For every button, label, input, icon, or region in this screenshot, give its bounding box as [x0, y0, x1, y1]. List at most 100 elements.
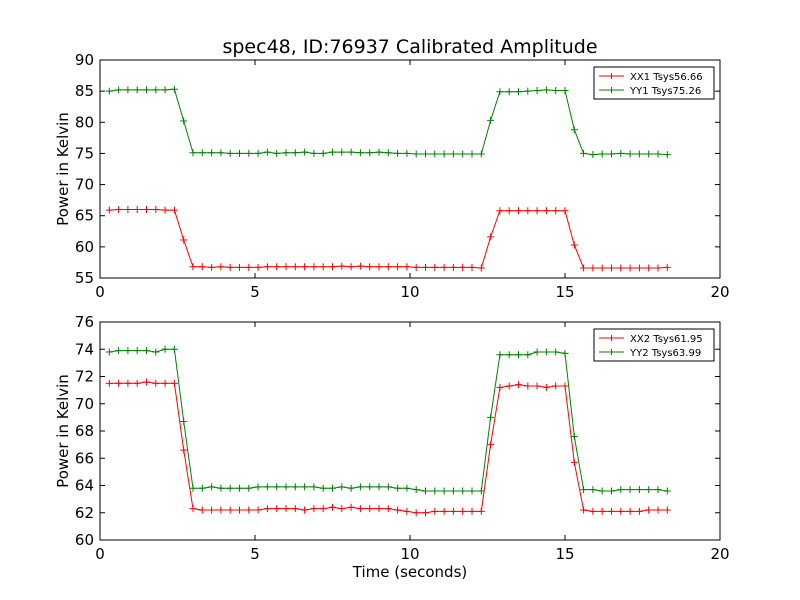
data-point — [105, 206, 113, 214]
data-point — [226, 484, 234, 492]
data-point — [505, 88, 513, 96]
data-point — [580, 264, 588, 272]
y-tick-label: 76 — [75, 313, 94, 331]
data-point — [598, 487, 606, 495]
y-tick-label: 70 — [75, 395, 94, 413]
data-point — [663, 487, 671, 495]
data-point — [263, 483, 271, 491]
x-tick-label: 0 — [95, 545, 105, 563]
data-point — [282, 505, 290, 513]
data-point — [598, 507, 606, 515]
data-point — [431, 507, 439, 515]
data-point — [329, 148, 336, 156]
data-point — [412, 509, 420, 517]
data-point — [208, 483, 216, 491]
data-point — [505, 207, 513, 215]
data-point — [301, 483, 309, 491]
data-point — [152, 348, 160, 356]
data-point — [626, 150, 634, 158]
data-point — [356, 262, 364, 270]
data-point — [310, 483, 318, 491]
data-point — [273, 263, 281, 271]
data-point — [170, 345, 178, 353]
data-point — [366, 505, 374, 513]
series-line — [109, 88, 668, 156]
data-point — [422, 509, 429, 517]
x-tick-label: 10 — [400, 283, 419, 301]
legend-label: XX2 Tsys61.95 — [630, 334, 703, 345]
data-point — [608, 150, 615, 158]
data-point — [580, 149, 588, 157]
data-point — [496, 351, 504, 359]
data-point — [375, 263, 383, 271]
data-point — [291, 263, 299, 271]
data-point — [533, 348, 541, 356]
legend-marker — [608, 73, 615, 79]
data-point — [654, 506, 662, 514]
data-point — [124, 347, 132, 355]
data-point — [329, 263, 336, 271]
y-tick-label: 75 — [75, 144, 94, 162]
data-point — [375, 148, 383, 156]
data-point — [608, 487, 615, 495]
data-point — [143, 347, 150, 355]
data-point — [542, 348, 550, 356]
data-point — [431, 263, 439, 271]
data-point — [161, 345, 169, 353]
data-point — [338, 148, 346, 156]
data-point — [403, 507, 411, 515]
y-tick-label: 65 — [75, 207, 94, 225]
data-point — [124, 205, 132, 213]
data-point — [115, 205, 123, 213]
data-point — [598, 264, 606, 272]
data-point — [487, 413, 495, 421]
data-point — [533, 207, 541, 215]
data-point — [356, 149, 364, 157]
data-point — [217, 506, 225, 514]
data-point — [459, 507, 467, 515]
legend: XX2 Tsys61.95 YY2 Tsys63.99 — [593, 328, 715, 362]
data-point — [580, 486, 588, 494]
data-point — [170, 379, 178, 387]
data-point — [329, 484, 336, 492]
data-point — [319, 263, 327, 271]
data-point — [524, 87, 532, 95]
data-point — [236, 506, 243, 514]
data-point — [208, 506, 216, 514]
data-point — [449, 150, 457, 158]
legend-label: YY2 Tsys63.99 — [629, 348, 701, 359]
data-point — [124, 86, 132, 94]
data-point — [375, 483, 383, 491]
data-point — [459, 263, 467, 271]
data-point — [561, 349, 569, 357]
data-point — [459, 150, 467, 158]
data-point — [552, 382, 560, 390]
data-point — [468, 507, 476, 515]
data-point — [477, 487, 485, 495]
data-point — [589, 264, 597, 272]
data-point — [487, 441, 495, 449]
data-point — [654, 486, 662, 494]
data-point — [152, 205, 160, 213]
data-point — [542, 383, 550, 391]
data-point — [645, 486, 653, 494]
data-point — [124, 379, 132, 387]
data-point — [189, 149, 197, 157]
data-point — [645, 506, 653, 514]
data-point — [524, 351, 532, 359]
data-point — [552, 87, 560, 95]
data-point — [254, 483, 262, 491]
data-point — [273, 483, 281, 491]
data-point — [310, 149, 318, 157]
data-point — [403, 484, 411, 492]
data-point — [208, 263, 216, 271]
data-point — [598, 150, 606, 158]
y-tick-label: 72 — [75, 368, 94, 386]
data-point — [654, 150, 662, 158]
data-point — [133, 86, 141, 94]
y-tick-label: 62 — [75, 504, 94, 522]
legend-marker — [608, 87, 615, 93]
data-point — [626, 264, 634, 272]
data-point — [161, 86, 169, 94]
data-point — [422, 263, 429, 271]
